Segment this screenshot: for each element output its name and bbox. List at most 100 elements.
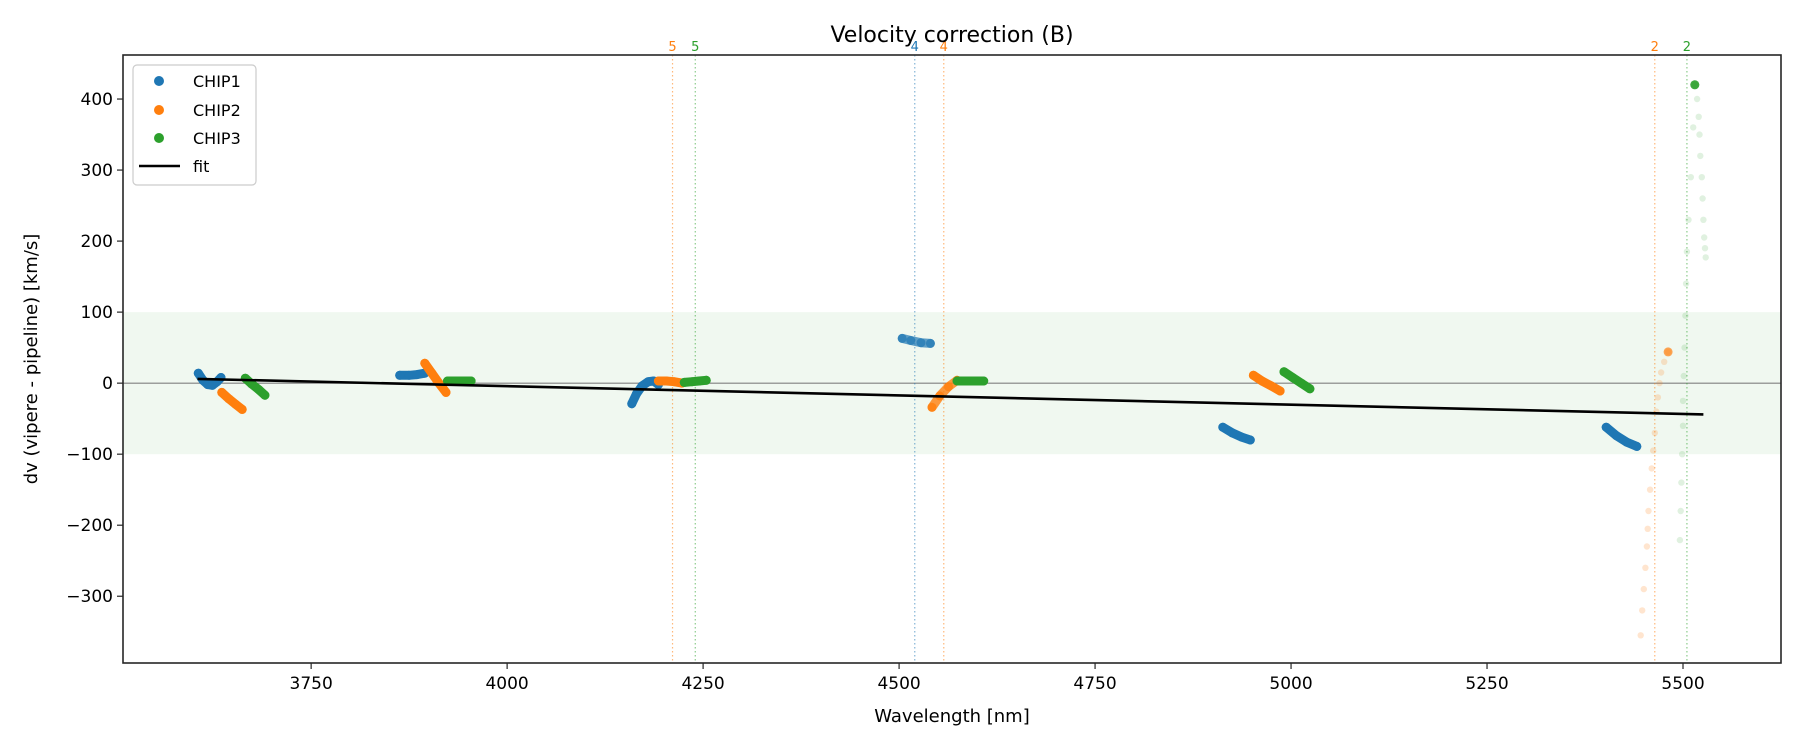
legend-chip1-label: CHIP1: [193, 72, 241, 91]
legend-frame: [132, 64, 257, 186]
legend: CHIP1 CHIP2 CHIP3 fit: [132, 64, 257, 186]
y-tick-label: 400: [81, 90, 113, 110]
legend-chip1-marker-icon: [154, 76, 164, 86]
chip3-point: [952, 376, 962, 386]
series-chip3: [240, 80, 1709, 544]
chip2-segment-3: [927, 375, 962, 412]
chip3-point: [1679, 451, 1686, 458]
chip3-peak-point: [1690, 80, 1700, 90]
y-tick-label: 100: [81, 303, 113, 323]
chip2-point: [669, 377, 679, 387]
chip2-point: [237, 404, 247, 414]
chip2-point: [1257, 376, 1267, 386]
chip1-point: [1611, 431, 1621, 441]
chip1-point: [193, 368, 203, 378]
chip1-point: [395, 370, 405, 380]
plot-background: [123, 55, 1781, 663]
chip3-point: [1676, 536, 1684, 544]
marker-label-4: 2: [1651, 40, 1659, 55]
chip3-point: [687, 377, 697, 387]
chip1-point: [1632, 441, 1642, 451]
chip2-point: [927, 402, 937, 412]
chip2-point: [1656, 379, 1663, 387]
chip3-point: [1699, 195, 1706, 202]
chip3-point: [1288, 373, 1298, 382]
legend-chip2-label: CHIP2: [193, 101, 241, 120]
chip2-segment-4: [1248, 370, 1285, 396]
chip3-point: [260, 390, 270, 400]
chip3-point: [1702, 254, 1709, 261]
chip3-point: [970, 376, 980, 386]
x-tick-label: 4250: [681, 674, 724, 694]
chip1-point: [1622, 437, 1632, 447]
chip2-point: [1642, 564, 1649, 571]
marker-label-5: 2: [1683, 40, 1691, 55]
x-axis-label: Wavelength [nm]: [874, 706, 1030, 727]
chip3-point: [247, 379, 257, 389]
chip3-point: [1698, 174, 1706, 181]
chip1-point: [632, 389, 641, 399]
chip1-point: [627, 399, 637, 409]
x-tick-label: 3750: [290, 674, 333, 694]
legend-chip2-marker-icon: [154, 105, 164, 115]
chip2-point: [224, 394, 234, 404]
x-tick-label: 5500: [1661, 674, 1704, 694]
chip3-point: [694, 376, 704, 386]
chip3-point: [458, 376, 468, 386]
chip1-point: [916, 338, 926, 348]
y-tick-label: −100: [66, 445, 113, 465]
plot-area: [123, 55, 1781, 663]
legend-fit-label: fit: [193, 157, 209, 176]
x-tick-label: 5250: [1465, 674, 1508, 694]
chip2-point: [1657, 369, 1665, 376]
chip1-point: [897, 333, 907, 343]
chip2-segment-1: [420, 358, 451, 397]
marker-label-0: 5: [668, 40, 676, 55]
chip2-point: [1640, 585, 1648, 593]
chip2-point: [1275, 386, 1285, 396]
chip2-point: [1651, 429, 1659, 437]
chip3-point: [1681, 344, 1688, 351]
y-tick-label: 200: [81, 232, 113, 252]
chip3-point: [443, 376, 452, 386]
x-tick-label: 5000: [1269, 674, 1312, 694]
y-tick-label: −300: [66, 587, 113, 607]
marker-label-2: 4: [911, 40, 919, 55]
chip1-segment-5: [1601, 422, 1642, 451]
chip2-peak-point: [1663, 347, 1673, 357]
y-tick-label: 300: [81, 161, 113, 181]
chip3-point: [1687, 174, 1695, 181]
chip2-point: [441, 387, 451, 397]
chip3-point: [466, 376, 476, 386]
chip3-point: [1690, 124, 1697, 131]
chip3-segment-4: [1279, 367, 1315, 394]
chip1-point: [404, 370, 414, 380]
chip3-point: [1296, 378, 1306, 388]
chip3-point: [1683, 248, 1691, 255]
chip3-point: [450, 376, 460, 386]
chip1-point: [1227, 428, 1237, 438]
chip2-point: [427, 368, 437, 378]
chip1-point: [1601, 422, 1611, 432]
ticks: 3750 4000 4250 4500 4750 5000 5250 5500−300−200…: [66, 90, 1704, 694]
chip2-point: [1266, 381, 1276, 391]
marker-label-3: 4: [940, 40, 948, 55]
chart-title: Velocity correction (B): [830, 23, 1073, 48]
x-tick-label: 4000: [485, 674, 528, 694]
axes-frame: [122, 54, 1782, 664]
chip2-point: [231, 400, 241, 409]
chip3-point: [679, 377, 689, 387]
y-axis-label: dv (vipere - pipeline) [km/s]: [21, 234, 42, 485]
chip3-point: [1682, 312, 1689, 319]
chip2-point: [217, 387, 227, 397]
chip3-point: [1696, 131, 1703, 138]
chip2-point: [420, 358, 430, 368]
chip3-point: [1695, 113, 1702, 121]
chip3-point: [1680, 372, 1688, 380]
chip1-point: [1245, 435, 1255, 445]
chip2-point: [653, 376, 663, 386]
chip2-point: [1637, 632, 1644, 639]
x-tick-label: 4750: [1073, 674, 1116, 694]
